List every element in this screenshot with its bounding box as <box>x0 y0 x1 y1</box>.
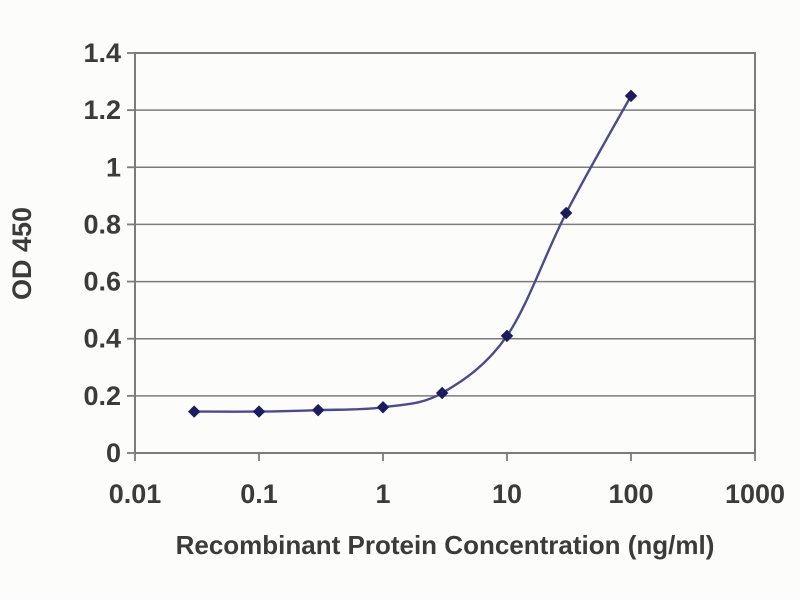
x-tick-label: 0.1 <box>240 479 278 509</box>
y-tick-label: 1.2 <box>83 95 121 125</box>
x-tick-labels: 0.01 0.1 1 10 100 1000 <box>109 479 785 509</box>
y-tick-label: 1.4 <box>83 38 121 68</box>
data-point-marker <box>252 405 266 418</box>
x-axis-title: Recombinant Protein Concentration (ng/ml… <box>175 530 715 560</box>
y-tick-label: 0.6 <box>83 267 121 297</box>
data-point-marker <box>376 401 390 414</box>
x-tick-label: 0.01 <box>109 479 162 509</box>
data-point-marker <box>187 405 201 418</box>
y-tick-label: 0 <box>106 438 121 468</box>
y-axis-title-container: OD 450 <box>0 53 46 453</box>
y-tick-label: 0.4 <box>83 324 121 354</box>
data-point-marker <box>500 329 514 343</box>
data-point-markers <box>187 89 638 418</box>
y-tick-label: 0.2 <box>83 381 121 411</box>
y-axis-title: OD 450 <box>7 206 38 300</box>
x-tick-label: 100 <box>608 479 653 509</box>
y-tick-label: 1 <box>106 152 121 182</box>
data-series-line <box>194 95 633 413</box>
x-tick-label: 1000 <box>725 479 785 509</box>
data-point-marker <box>624 89 638 103</box>
data-point-marker <box>559 206 573 220</box>
y-tick-label: 0.8 <box>83 209 121 239</box>
x-tick-label: 1 <box>375 479 390 509</box>
y-tick-labels: 0 0.2 0.4 0.6 0.8 1 1.2 1.4 <box>83 38 121 468</box>
data-point-marker <box>311 403 325 417</box>
y-gridlines <box>135 52 755 454</box>
x-tick-label: 10 <box>492 479 522 509</box>
data-point-marker <box>435 386 449 400</box>
axis-ticks <box>127 52 756 461</box>
plot-frame <box>134 52 756 454</box>
